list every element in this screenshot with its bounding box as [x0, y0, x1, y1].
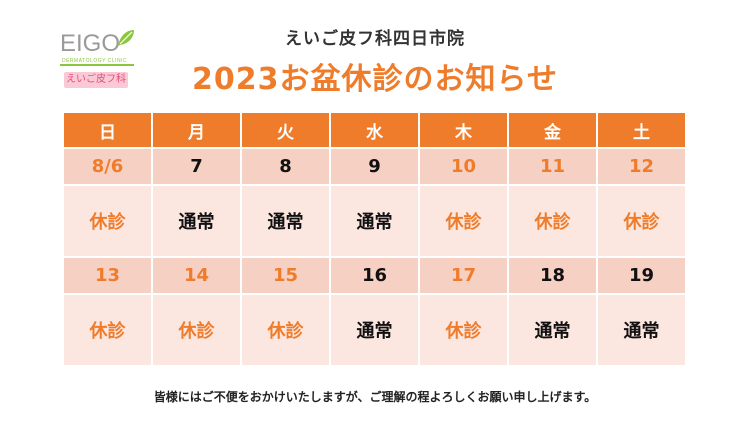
status-cell: 休診: [240, 293, 331, 367]
weekday-header-row: 日 月 火 水 木 金 土: [62, 111, 687, 149]
date-cell: 9: [329, 146, 420, 187]
status-cell: 通常: [240, 184, 331, 258]
status-cell: 休診: [62, 184, 153, 258]
date-cell: 15: [240, 255, 331, 296]
status-cell: 通常: [329, 293, 420, 367]
weekday-wed: 水: [329, 111, 420, 149]
clinic-name: えいご皮フ科四日市院: [285, 29, 465, 49]
status-cell: 通常: [596, 293, 687, 367]
logo-subtitle: DERMATOLOGY CLINIC: [62, 58, 128, 64]
logo-wordmark: EIGO: [60, 30, 121, 57]
logo-divider: [60, 64, 134, 66]
week-2-date-row: 13 14 15 16 17 18 19: [62, 255, 687, 296]
status-cell: 休診: [418, 293, 509, 367]
status-cell: 休診: [418, 184, 509, 258]
date-cell: 13: [62, 255, 153, 296]
date-cell: 12: [596, 146, 687, 187]
date-cell: 18: [507, 255, 598, 296]
week-1-date-row: 8/6 7 8 9 10 11 12: [62, 146, 687, 187]
status-cell: 通常: [329, 184, 420, 258]
date-cell: 8/6: [62, 146, 153, 187]
date-cell: 19: [596, 255, 687, 296]
date-cell: 11: [507, 146, 598, 187]
date-cell: 10: [418, 146, 509, 187]
apology-note: 皆様にはご不便をおかけいたしますが、ご理解の程よろしくお願い申し上げます。: [153, 390, 597, 404]
status-cell: 通常: [507, 293, 598, 367]
date-cell: 17: [418, 255, 509, 296]
weekday-thu: 木: [418, 111, 509, 149]
status-cell: 通常: [151, 184, 242, 258]
date-cell: 8: [240, 146, 331, 187]
date-cell: 7: [151, 146, 242, 187]
week-2-status-row: 休診 休診 休診 通常 休診 通常 通常: [62, 293, 687, 367]
date-cell: 16: [329, 255, 420, 296]
page-title: 2023お盆休診のお知らせ: [192, 62, 558, 97]
leaf-icon: [118, 30, 134, 46]
weekday-sat: 土: [596, 111, 687, 149]
weekday-sun: 日: [62, 111, 153, 149]
weekday-tue: 火: [240, 111, 331, 149]
date-cell: 14: [151, 255, 242, 296]
status-cell: 休診: [596, 184, 687, 258]
logo-badge: えいご皮フ科: [64, 72, 128, 88]
clinic-logo: EIGO DERMATOLOGY CLINIC えいご皮フ科: [60, 28, 140, 98]
status-cell: 休診: [507, 184, 598, 258]
weekday-mon: 月: [151, 111, 242, 149]
holiday-calendar: 日 月 火 水 木 金 土 8/6 7 8 9 10 11 12 休診 通常 通…: [62, 111, 687, 367]
weekday-fri: 金: [507, 111, 598, 149]
status-cell: 休診: [62, 293, 153, 367]
status-cell: 休診: [151, 293, 242, 367]
week-1-status-row: 休診 通常 通常 通常 休診 休診 休診: [62, 184, 687, 258]
